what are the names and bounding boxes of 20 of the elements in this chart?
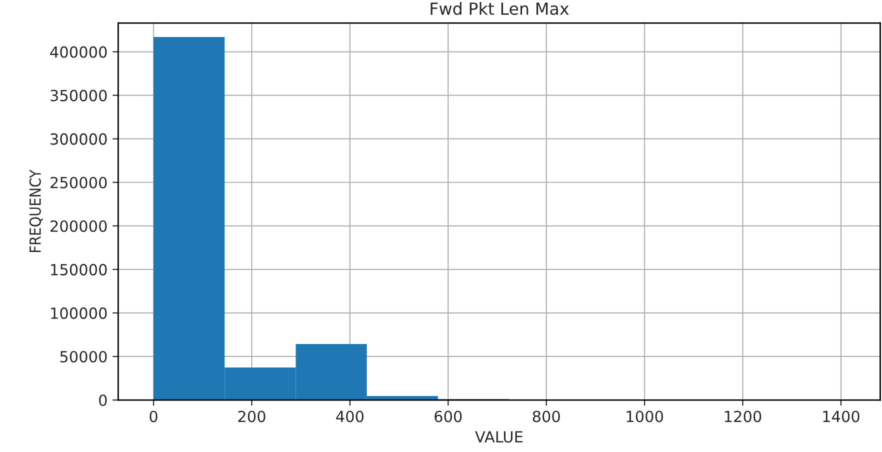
y-tick-label: 400000 — [50, 46, 107, 58]
x-tick-label: 1200 — [724, 410, 762, 422]
x-axis-title: VALUE — [475, 431, 522, 443]
y-tick-label: 150000 — [51, 264, 107, 276]
y-tick-label: 0 — [99, 394, 107, 406]
x-tick-label: 400 — [336, 410, 364, 422]
x-tick-label: 0 — [150, 410, 158, 422]
x-tick-label: 1400 — [823, 410, 860, 422]
y-tick-label: 250000 — [50, 176, 107, 188]
x-tick-label: 200 — [238, 410, 266, 422]
x-tick-label: 800 — [532, 410, 560, 422]
y-tick-label: 300000 — [50, 133, 107, 145]
x-tick-label: 600 — [434, 410, 462, 422]
y-tick-label: 100000 — [51, 307, 107, 319]
chart-title: Fwd Pkt Len Max — [430, 2, 569, 15]
x-tick-label: 1000 — [626, 410, 663, 422]
y-tick-label: 200000 — [50, 220, 107, 232]
y-tick-label: 350000 — [50, 90, 107, 102]
y-tick-label: 50000 — [60, 350, 107, 363]
y-axis-title: FREQUENCY — [29, 170, 43, 252]
